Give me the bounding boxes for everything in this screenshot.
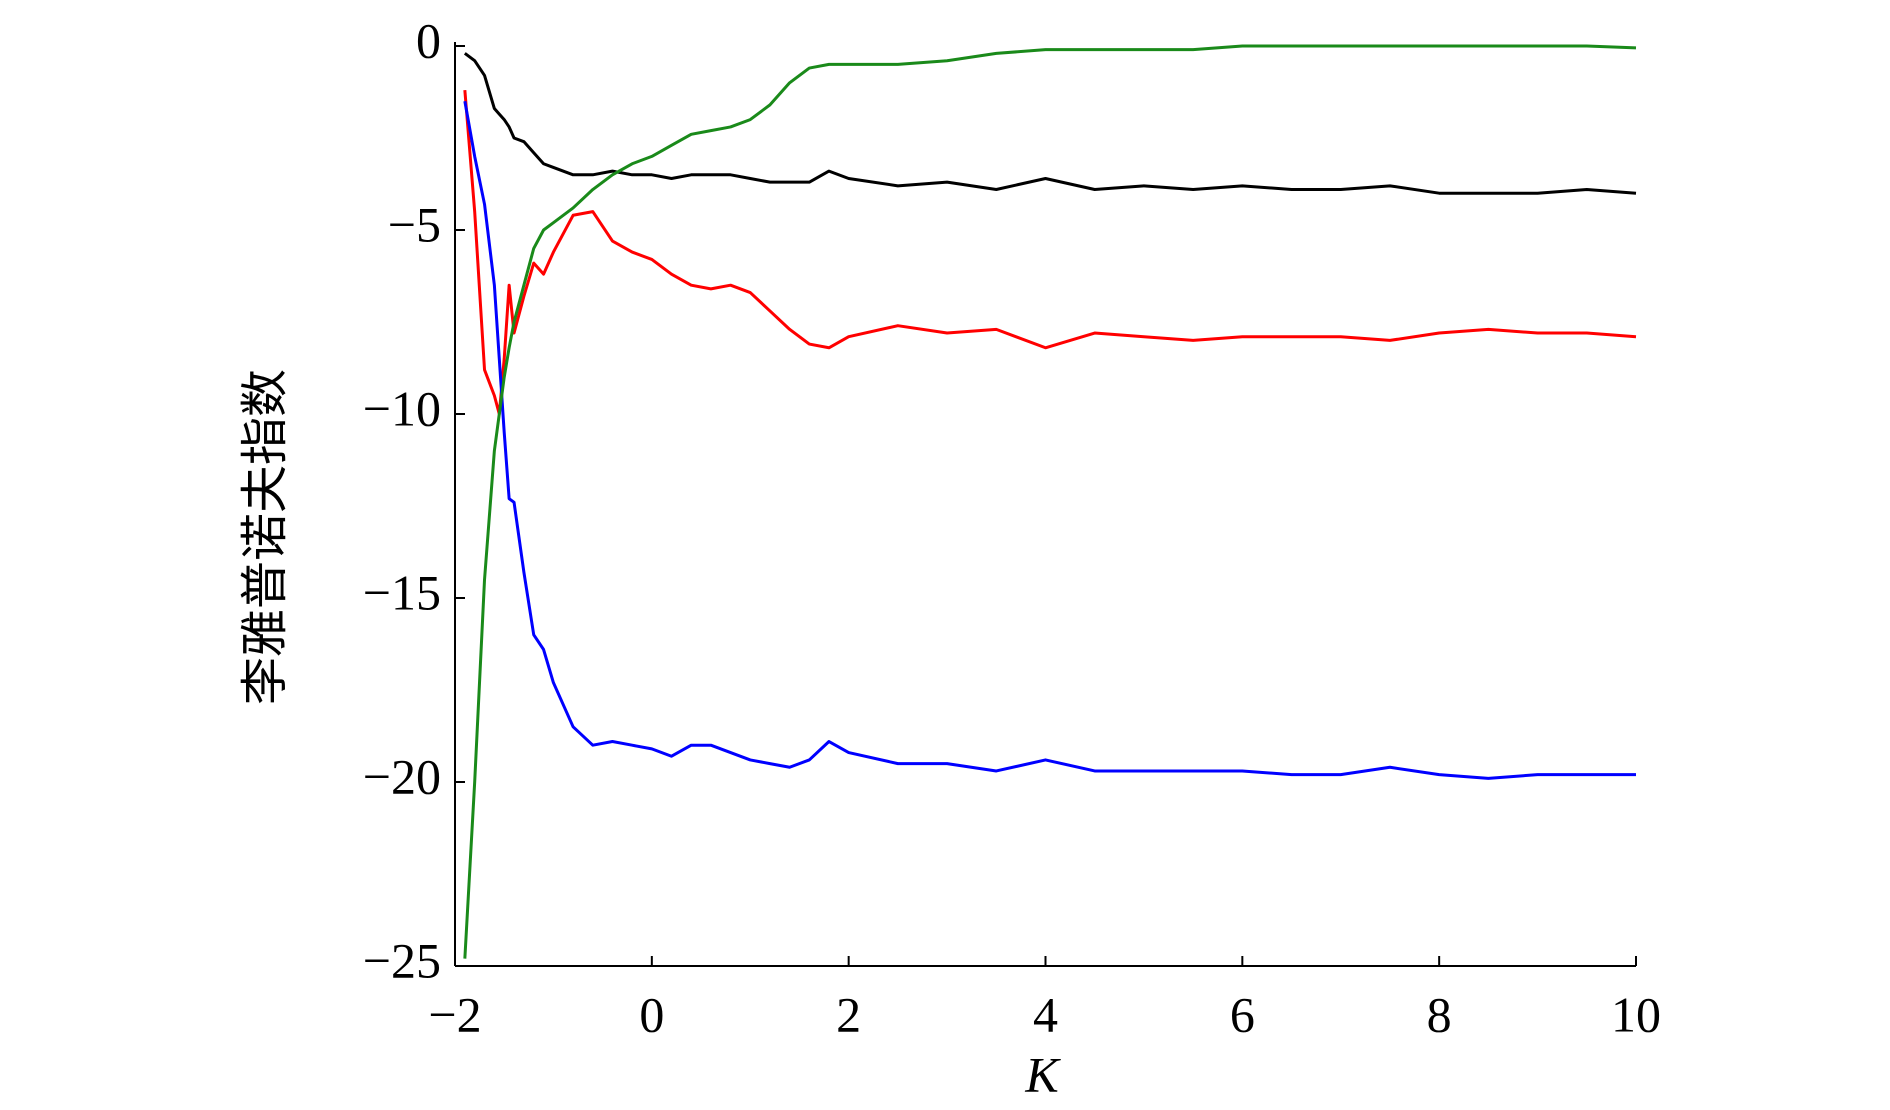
series-line — [463, 52, 1637, 195]
y-tick-label: −5 — [388, 196, 441, 252]
x-tick-label: 8 — [1427, 986, 1452, 1042]
y-axis-label: 李雅普诺夫指数 — [237, 369, 293, 705]
x-tick-label: 2 — [836, 986, 861, 1042]
x-tick-label: 10 — [1611, 986, 1661, 1042]
series-line — [463, 90, 1637, 416]
y-tick-label: 0 — [416, 12, 441, 68]
x-axis-label: K — [1024, 1046, 1061, 1102]
y-tick-label: −10 — [363, 380, 441, 436]
x-tick-label: −2 — [428, 986, 481, 1042]
y-tick-label: −15 — [363, 564, 441, 620]
x-tick-label: 4 — [1033, 986, 1058, 1042]
y-tick-label: −25 — [363, 932, 441, 988]
x-tick-label: 0 — [639, 986, 664, 1042]
x-tick-label: 6 — [1230, 986, 1255, 1042]
series-line — [463, 44, 1637, 959]
series-line — [463, 100, 1636, 780]
y-tick-label: −20 — [363, 748, 441, 804]
